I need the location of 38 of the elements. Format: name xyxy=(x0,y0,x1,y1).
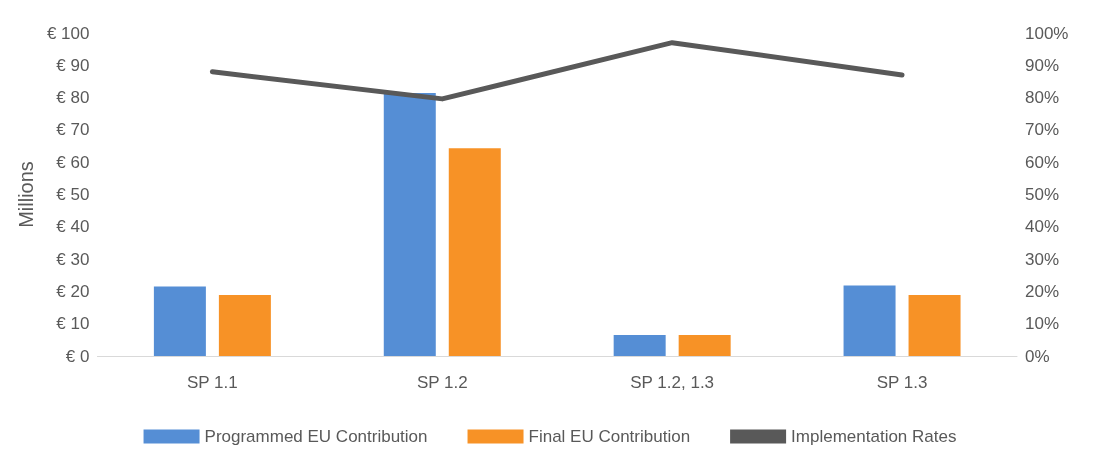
bar xyxy=(153,286,206,356)
x-tick-label: SP 1.3 xyxy=(876,373,928,392)
y-tick-label: € 20 xyxy=(56,281,90,301)
bar xyxy=(218,294,271,356)
x-tick-label: SP 1.1 xyxy=(187,373,238,392)
y2-tick-label: 0% xyxy=(1025,346,1050,366)
y2-tick-label: 90% xyxy=(1025,55,1060,75)
y2-tick-label: 70% xyxy=(1025,120,1060,140)
bar xyxy=(448,148,501,356)
y-tick-label: € 90 xyxy=(56,55,90,75)
x-tick-label: SP 1.2, 1.3 xyxy=(630,373,715,392)
y-tick-label: € 60 xyxy=(56,152,90,172)
y-tick-label: € 40 xyxy=(56,217,90,237)
bar xyxy=(678,335,731,356)
legend-label: Programmed EU Contribution xyxy=(204,427,428,446)
y2-tick-label: 60% xyxy=(1025,152,1060,172)
y2-tick-label: 50% xyxy=(1025,185,1060,204)
bar xyxy=(613,335,666,356)
y2-tick-label: 100% xyxy=(1025,23,1069,43)
y-axis-title: Millions xyxy=(15,161,37,228)
y-tick-label: € 0 xyxy=(65,346,90,366)
legend-label: Final EU Contribution xyxy=(528,427,691,446)
bar xyxy=(908,294,961,356)
bar xyxy=(383,93,436,356)
y2-tick-label: 10% xyxy=(1025,314,1060,334)
y-tick-label: € 70 xyxy=(56,120,90,140)
y2-tick-label: 30% xyxy=(1025,249,1060,269)
legend-label: Implementation Rates xyxy=(791,427,957,446)
y-tick-label: € 100 xyxy=(46,23,90,43)
bar xyxy=(843,285,896,356)
y-tick-label: € 10 xyxy=(56,314,90,334)
y-tick-label: € 80 xyxy=(56,88,90,108)
y-tick-label: € 50 xyxy=(56,185,90,204)
y2-tick-label: 40% xyxy=(1025,217,1060,237)
y2-tick-label: 20% xyxy=(1025,281,1060,301)
y2-tick-label: 80% xyxy=(1025,88,1060,108)
x-tick-label: SP 1.2 xyxy=(416,373,468,392)
y-tick-label: € 30 xyxy=(56,249,90,269)
